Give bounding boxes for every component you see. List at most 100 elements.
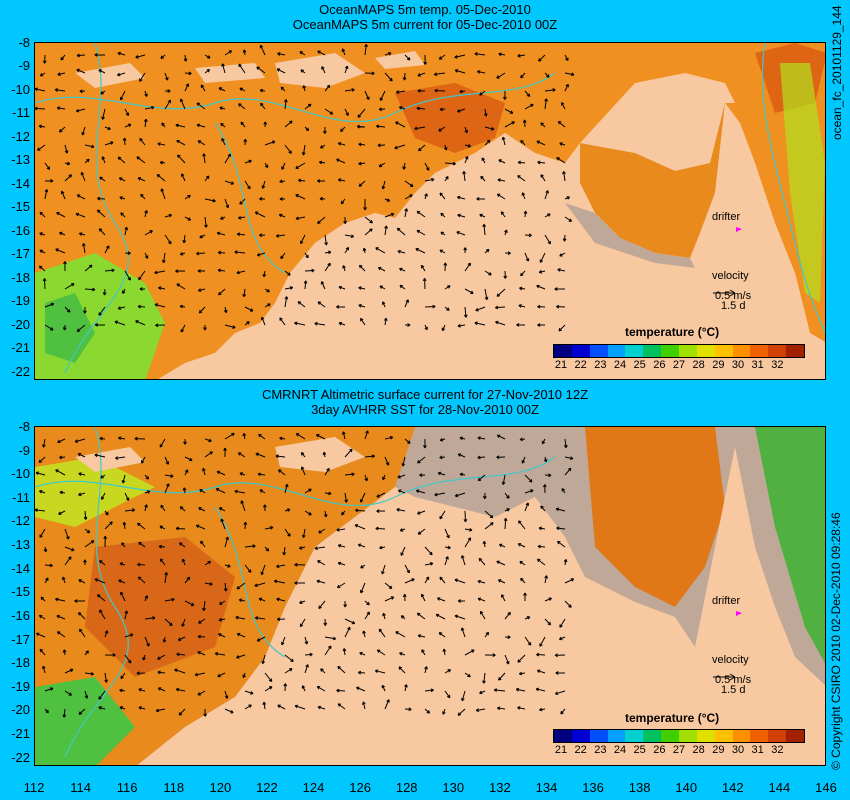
current-vector bbox=[419, 473, 426, 477]
current-vector bbox=[300, 466, 306, 476]
current-vector bbox=[484, 522, 494, 530]
current-vector bbox=[544, 88, 556, 92]
current-vector bbox=[284, 654, 294, 663]
current-vector bbox=[243, 521, 248, 530]
colorbar-swatch bbox=[732, 345, 751, 357]
current-vector bbox=[197, 140, 206, 146]
current-vector bbox=[341, 431, 346, 440]
current-vector bbox=[400, 615, 406, 620]
colorbar-tick-label: 28 bbox=[692, 359, 705, 371]
colorbar-swatch bbox=[768, 730, 787, 742]
current-vector bbox=[244, 321, 250, 326]
current-vector bbox=[399, 652, 406, 656]
current-vector bbox=[564, 54, 569, 62]
current-vector bbox=[556, 157, 566, 164]
bottom-map-svg bbox=[35, 427, 825, 765]
current-vector bbox=[384, 699, 390, 710]
current-vector bbox=[200, 540, 206, 548]
current-vector bbox=[563, 559, 568, 566]
current-vector bbox=[504, 251, 511, 256]
current-vector bbox=[294, 581, 306, 585]
current-vector bbox=[401, 456, 406, 467]
current-vector bbox=[303, 280, 308, 290]
current-vector bbox=[101, 492, 106, 500]
current-vector bbox=[259, 88, 266, 93]
current-vector bbox=[214, 652, 226, 656]
current-vector bbox=[237, 452, 246, 458]
current-vector bbox=[464, 288, 474, 294]
current-vector bbox=[564, 600, 572, 608]
current-vector bbox=[197, 288, 206, 292]
current-vector bbox=[544, 597, 552, 602]
current-vector bbox=[295, 162, 306, 169]
current-vector bbox=[517, 160, 526, 165]
current-vector bbox=[337, 561, 346, 566]
current-vector bbox=[78, 492, 86, 497]
current-vector bbox=[158, 286, 166, 290]
x-tick-label: 126 bbox=[349, 780, 371, 795]
colorbar-swatch bbox=[661, 730, 680, 742]
current-vector bbox=[204, 582, 213, 586]
current-vector bbox=[535, 687, 546, 692]
current-vector bbox=[396, 227, 406, 236]
current-vector bbox=[358, 303, 366, 308]
current-vector bbox=[504, 611, 511, 620]
current-vector bbox=[204, 560, 212, 566]
current-vector bbox=[493, 688, 506, 693]
current-vector bbox=[524, 474, 533, 483]
current-vector bbox=[35, 471, 46, 476]
current-vector bbox=[384, 72, 393, 82]
current-vector bbox=[118, 579, 126, 584]
current-vector bbox=[564, 456, 574, 460]
current-vector bbox=[324, 234, 328, 246]
current-vector bbox=[344, 448, 353, 458]
current-vector bbox=[557, 268, 566, 272]
current-vector bbox=[44, 563, 53, 568]
x-tick-label: 136 bbox=[582, 780, 604, 795]
top-current-vectors bbox=[35, 43, 575, 333]
current-vector bbox=[284, 286, 294, 290]
current-vector bbox=[154, 303, 166, 308]
current-vector bbox=[84, 158, 90, 164]
current-vector bbox=[78, 472, 86, 476]
current-vector bbox=[317, 50, 326, 56]
current-vector bbox=[438, 632, 446, 638]
current-vector bbox=[439, 437, 446, 442]
current-vector bbox=[536, 652, 546, 657]
current-vector bbox=[182, 487, 187, 494]
current-vector bbox=[544, 190, 549, 200]
current-vector bbox=[498, 159, 506, 164]
current-vector bbox=[119, 196, 126, 200]
x-tick-label: 128 bbox=[395, 780, 418, 795]
current-vector bbox=[464, 262, 471, 272]
current-vector bbox=[218, 87, 226, 92]
current-vector bbox=[79, 89, 86, 94]
current-vector bbox=[84, 650, 89, 656]
current-vector bbox=[59, 490, 66, 495]
current-vector bbox=[144, 252, 149, 259]
x-tick-label: 124 bbox=[302, 780, 325, 795]
current-vector bbox=[357, 670, 366, 675]
current-vector bbox=[38, 124, 46, 129]
current-vector bbox=[321, 66, 326, 74]
current-vector bbox=[39, 528, 46, 538]
bottom-velocity-value: 0.5 m/s bbox=[715, 674, 752, 686]
current-vector bbox=[279, 317, 286, 326]
current-vector bbox=[537, 160, 546, 165]
current-vector bbox=[242, 432, 247, 440]
current-vector bbox=[424, 561, 434, 566]
current-vector bbox=[181, 618, 186, 627]
current-vector bbox=[280, 252, 286, 260]
current-vector bbox=[164, 618, 173, 627]
current-vector bbox=[240, 500, 246, 512]
current-vector bbox=[483, 108, 488, 117]
current-vector bbox=[164, 234, 172, 245]
current-vector bbox=[562, 234, 567, 242]
current-vector bbox=[433, 72, 446, 77]
current-vector bbox=[417, 72, 426, 77]
current-vector bbox=[159, 558, 166, 566]
current-vector bbox=[204, 451, 213, 458]
current-vector bbox=[117, 436, 126, 441]
current-vector bbox=[360, 564, 366, 569]
current-vector bbox=[381, 180, 386, 190]
